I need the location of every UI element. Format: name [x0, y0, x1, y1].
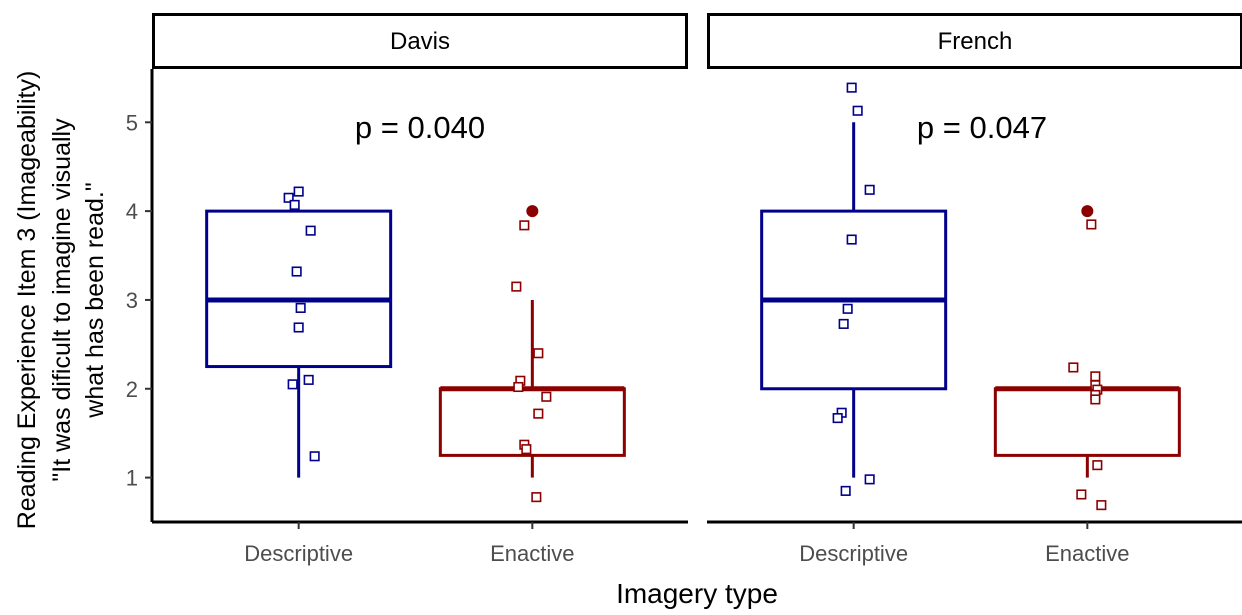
data-point — [1096, 500, 1107, 511]
data-point — [842, 303, 853, 314]
p-value-annotation: p = 0.047 — [917, 110, 1047, 145]
data-point — [291, 266, 302, 277]
data-point — [303, 374, 314, 385]
data-point — [840, 485, 851, 496]
data-point — [513, 381, 524, 393]
data-point — [1090, 371, 1101, 382]
outlier-point — [1081, 205, 1094, 218]
data-point — [838, 318, 849, 329]
data-point — [511, 281, 522, 292]
data-point — [533, 408, 544, 419]
y-axis-title-line: Reading Experience Item 3 (Imageability) — [13, 71, 41, 530]
x-axis-title: Imagery type — [616, 578, 778, 609]
data-point — [852, 105, 863, 116]
data-point — [309, 451, 320, 462]
p-value-annotation: p = 0.040 — [355, 110, 485, 145]
y-tick-label: 3 — [126, 288, 138, 313]
y-tick-label: 4 — [126, 199, 138, 224]
x-tick-label: Enactive — [490, 541, 574, 566]
data-point — [295, 302, 306, 313]
facet-label: French — [938, 28, 1013, 55]
data-point — [293, 186, 304, 197]
data-point — [846, 234, 857, 245]
data-point — [1092, 460, 1103, 471]
data-point — [864, 474, 875, 485]
data-point — [1068, 362, 1079, 373]
data-point — [519, 220, 530, 231]
data-point — [832, 413, 843, 424]
data-point — [1090, 394, 1101, 405]
x-tick-label: Descriptive — [799, 541, 908, 566]
data-point — [287, 379, 298, 390]
facet-strip-0 — [152, 13, 688, 69]
y-axis-title-line: what has been read." — [81, 182, 109, 418]
data-point — [289, 199, 300, 210]
data-point — [541, 391, 552, 402]
data-point — [1086, 219, 1097, 230]
y-axis-title-line: "It was dificult to imagine visually — [48, 118, 76, 482]
outlier-point — [526, 205, 539, 218]
y-tick-label: 2 — [126, 377, 138, 402]
data-point — [293, 322, 304, 333]
data-point — [846, 82, 857, 93]
y-tick-label: 5 — [126, 110, 138, 135]
data-point — [1076, 489, 1087, 500]
x-tick-label: Descriptive — [244, 541, 353, 566]
data-point — [521, 444, 532, 455]
y-tick-label: 1 — [126, 466, 138, 491]
x-tick-label: Enactive — [1045, 541, 1129, 566]
box-iqr — [205, 209, 393, 369]
box-iqr — [438, 387, 626, 457]
data-point — [864, 184, 875, 195]
data-point — [283, 192, 294, 203]
facet-label: Davis — [390, 28, 450, 55]
data-point — [305, 225, 316, 236]
data-point — [533, 348, 544, 359]
data-point — [531, 492, 542, 503]
box-iqr — [993, 387, 1181, 457]
